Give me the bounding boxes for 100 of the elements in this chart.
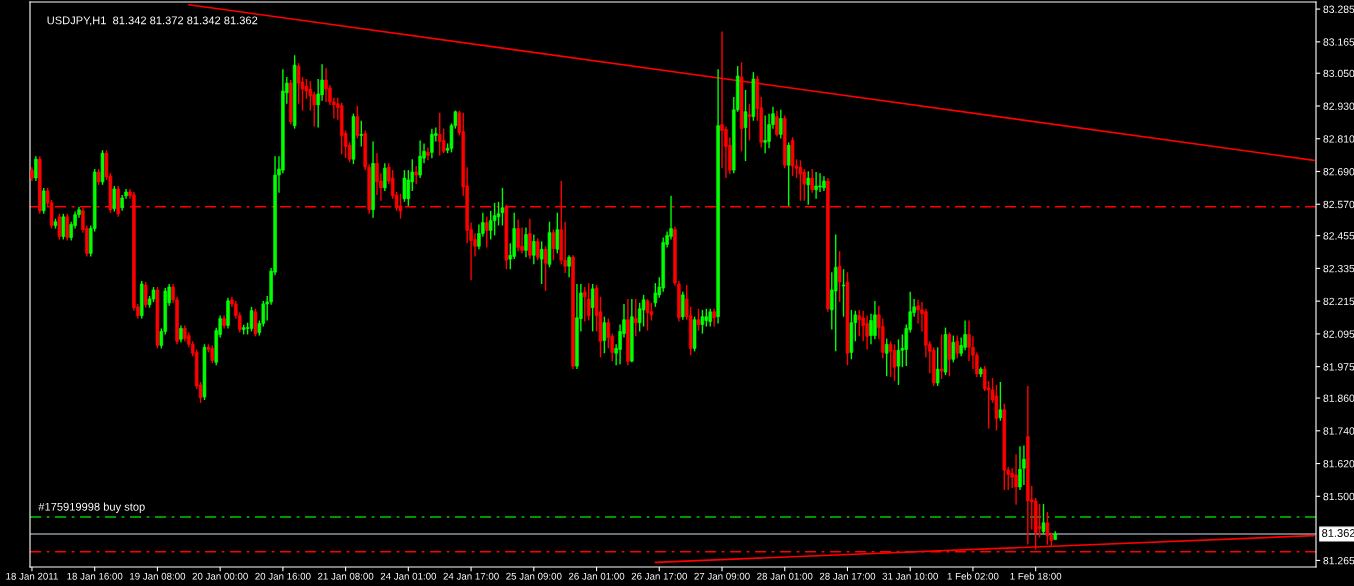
candlestick: [633, 298, 638, 338]
candlestick: [837, 250, 842, 303]
y-tick-label: 81.620: [1323, 460, 1354, 468]
x-tick-label: 31 Jan 10:00: [882, 572, 938, 580]
candlestick: [873, 300, 877, 341]
candlestick: [441, 127, 446, 154]
candlestick: [355, 105, 360, 140]
candlestick: [743, 89, 748, 162]
candlestick: [833, 233, 838, 353]
candlestick: [516, 218, 520, 252]
candlestick: [857, 309, 861, 338]
candlestick: [383, 162, 387, 192]
ref-line-label: #175919998 buy stop: [38, 502, 145, 513]
candlestick: [951, 334, 956, 363]
candlestick: [818, 172, 822, 193]
candlestick: [418, 139, 422, 179]
candlestick: [869, 313, 873, 345]
y-tick-label: 83.285: [1323, 5, 1354, 13]
candlestick: [1018, 445, 1022, 491]
candlestick: [779, 109, 783, 140]
candlestick: [524, 226, 528, 258]
candlestick: [586, 282, 591, 322]
candlestick: [583, 286, 587, 323]
candlestick: [641, 294, 646, 328]
x-tick-label: 26 Jan 17:00: [631, 572, 688, 580]
candlestick: [535, 237, 540, 261]
candlestick: [57, 213, 62, 241]
x-tick-label: 28 Jan 17:00: [819, 572, 876, 580]
candlestick: [65, 213, 70, 242]
candlestick: [1041, 503, 1046, 536]
y-tick-label: 82.335: [1323, 264, 1354, 273]
text: USDJPY,H1 81.342 81.372 81.342 81.362: [47, 16, 258, 26]
candlestick: [1037, 503, 1042, 539]
x-tick-label: 21 Jan 08:00: [318, 572, 374, 580]
candlestick: [747, 103, 752, 142]
candlestick: [500, 187, 505, 227]
candlestick: [939, 333, 944, 380]
candlestick: [786, 141, 791, 207]
x-tick-label: 20 Jan 16:00: [255, 572, 311, 580]
candlestick: [551, 228, 556, 261]
y-tick-label: 82.930: [1323, 102, 1354, 110]
candlestick: [681, 291, 685, 321]
y-tick-label: 82.455: [1323, 232, 1354, 240]
candlestick: [865, 314, 869, 351]
ref-line-label: 81.362: [1322, 529, 1354, 537]
candlestick: [1014, 453, 1018, 506]
x-tick-label: 1 Feb 18:00: [1010, 572, 1062, 580]
candlestick: [426, 146, 430, 162]
candlestick: [143, 281, 148, 309]
candlestick: [798, 159, 803, 202]
candlestick: [696, 308, 701, 332]
candlestick: [308, 80, 313, 112]
candlestick: [34, 155, 38, 182]
candlestick: [955, 334, 960, 359]
x-tick-label: 28 Jan 01:00: [757, 572, 813, 580]
candlestick: [528, 218, 532, 260]
candlestick: [653, 282, 658, 308]
candlestick: [539, 240, 544, 285]
candlestick: [606, 317, 611, 350]
candlestick: [414, 165, 418, 185]
candlestick: [61, 213, 66, 241]
y-tick-label: 82.215: [1323, 297, 1354, 306]
y-tick-label: 82.095: [1323, 330, 1354, 338]
candlestick: [1022, 444, 1026, 486]
candlestick: [398, 193, 403, 220]
candlestick: [253, 308, 258, 338]
y-tick-label: 81.975: [1323, 363, 1354, 371]
y-tick-label: 82.570: [1323, 200, 1354, 209]
y-tick-label: 83.050: [1323, 69, 1354, 78]
candlestick: [841, 268, 846, 318]
candlestick: [555, 212, 560, 255]
x-tick-label: 25 Jan 09:00: [506, 572, 562, 580]
x-tick-label: 24 Jan 01:00: [380, 572, 437, 580]
x-tick-label: 27 Jan 09:00: [694, 572, 750, 580]
x-tick-label: 24 Jan 17:00: [443, 572, 499, 580]
y-tick-label: 82.690: [1323, 168, 1354, 176]
candlestick: [892, 343, 897, 382]
x-tick-label: 20 Jan 00:00: [192, 572, 248, 580]
candlestick: [492, 202, 497, 237]
candlestick: [814, 171, 818, 200]
y-tick-label: 81.500: [1323, 492, 1354, 501]
candlestick: [41, 187, 46, 215]
candlestick: [532, 233, 536, 265]
candlestick: [645, 298, 650, 332]
candlestick: [359, 120, 364, 148]
candlestick: [402, 169, 407, 203]
candlestick: [406, 169, 411, 207]
candlestick: [249, 306, 254, 333]
candlestick: [485, 216, 489, 249]
x-tick-label: 26 Jan 01:00: [568, 572, 625, 580]
x-tick-label: 1 Feb 02:00: [947, 572, 999, 580]
y-tick-label: 81.740: [1323, 427, 1354, 435]
y-tick-label: 81.265: [1323, 556, 1354, 565]
candlestick: [430, 127, 434, 159]
candlestick: [888, 340, 893, 378]
candlestick: [775, 109, 779, 138]
y-tick-label: 82.810: [1323, 135, 1354, 143]
candlestick: [112, 185, 117, 213]
candlestick: [763, 114, 767, 154]
candlestick: [324, 67, 328, 103]
